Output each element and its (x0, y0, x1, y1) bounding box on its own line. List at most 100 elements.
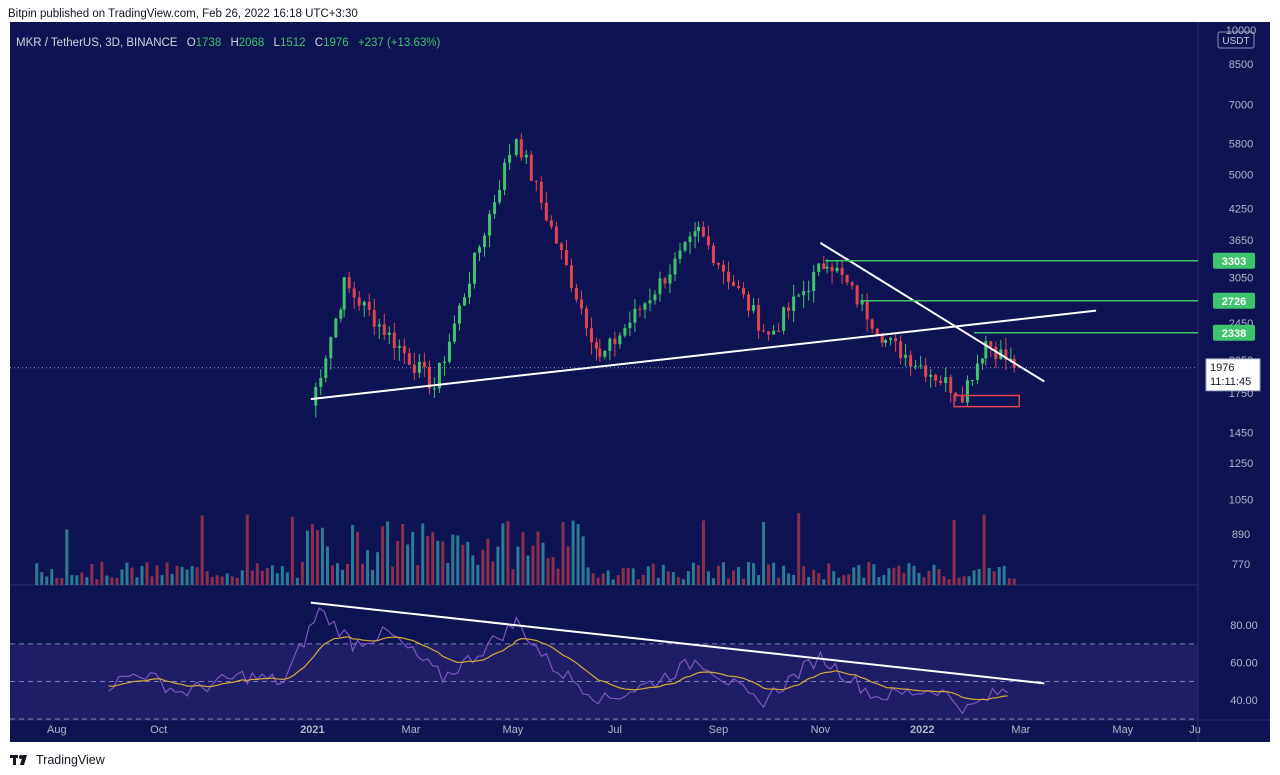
candle-body (584, 308, 588, 329)
volume-bar (616, 575, 620, 585)
time-tick-label: May (1112, 724, 1133, 736)
volume-bar (531, 545, 535, 585)
volume-bar (230, 576, 234, 585)
trendline (310, 309, 1097, 401)
candle-body (603, 350, 607, 357)
volume-bar (55, 577, 59, 585)
level-label: 2338 (1222, 328, 1246, 340)
candle-body (792, 296, 796, 311)
price-tick-label: 3050 (1229, 272, 1253, 284)
candle-body (683, 242, 687, 251)
volume-bar (461, 544, 465, 585)
volume-bar (356, 531, 360, 585)
volume-bar (957, 577, 961, 585)
volume-bar (842, 575, 846, 585)
volume-bar (105, 575, 109, 585)
volume-bar (341, 569, 345, 585)
candle-body (944, 377, 948, 383)
candle-body (503, 162, 507, 190)
volume-bar (551, 557, 555, 585)
candle-body (608, 338, 612, 351)
volume-bar (381, 526, 385, 585)
volume-bar (205, 571, 209, 585)
candle-body (432, 388, 436, 390)
candle-body (752, 305, 756, 311)
candles (314, 133, 1016, 418)
candle-body (688, 236, 692, 243)
footer: TradingView (10, 750, 105, 770)
candle-body (731, 281, 735, 286)
legend-low-label: L (274, 37, 281, 49)
chart-panel[interactable]: USDT MKR / TetherUS, 3D, BINANCE O1738 H… (10, 22, 1270, 742)
candle-body (339, 309, 343, 319)
candle-body (488, 213, 492, 236)
candle-body (845, 274, 849, 283)
volume-bar (777, 577, 781, 585)
chart-canvas[interactable]: USDT MKR / TetherUS, 3D, BINANCE O1738 H… (10, 22, 1270, 742)
tradingview-logo-icon (10, 755, 27, 765)
volume-bar (406, 544, 410, 585)
volume-bar (646, 566, 650, 585)
volume-bar (441, 541, 445, 585)
volume-bar (772, 562, 776, 585)
legend-open: 1738 (196, 37, 222, 49)
volume-bar (361, 563, 365, 585)
candle-body (767, 331, 771, 335)
currency-badge-frame[interactable] (1217, 31, 1255, 49)
volume-bar (436, 541, 440, 585)
volume-bar (155, 565, 159, 585)
candle-body (342, 277, 346, 310)
volume-bar (346, 564, 350, 585)
volume-bar (576, 524, 580, 585)
volume-bar (661, 564, 665, 585)
candle-body (382, 324, 386, 336)
volume-bar (536, 531, 540, 585)
candle-body (554, 226, 558, 244)
volume-bar (757, 575, 761, 585)
volume-bar (215, 575, 219, 585)
candle-body (875, 328, 879, 335)
time-tick-label: Sep (709, 724, 729, 736)
volume-bar (591, 573, 595, 585)
volume-bar (260, 570, 264, 585)
candle-body (880, 334, 884, 343)
volume-bar (476, 565, 480, 585)
volume-bar (285, 572, 289, 585)
volume-bar (376, 552, 380, 585)
volume-bar (812, 569, 816, 585)
candle-body (924, 365, 928, 377)
legend-low: 1512 (280, 37, 306, 49)
rsi-ma-line (108, 636, 1008, 701)
volume-bar (737, 567, 741, 585)
volume-bar (135, 577, 139, 585)
volume-bar (170, 573, 174, 585)
volume-bar (621, 567, 625, 585)
volume-bar (852, 567, 856, 585)
volume-bar (270, 565, 274, 585)
volume-bar (917, 573, 921, 585)
volume-bar (240, 570, 244, 585)
legend-open-label: O (187, 37, 196, 49)
level-label-frame (1213, 324, 1255, 341)
level-label: 2726 (1222, 296, 1246, 308)
volume-bar (1002, 565, 1006, 585)
rsi-tick-label: 80.00 (1230, 620, 1258, 632)
volume-bar (807, 576, 811, 585)
candle-body (473, 252, 477, 284)
volume-bar (797, 513, 801, 585)
volume-bar (792, 574, 796, 585)
price-tick-label: 8500 (1229, 59, 1253, 71)
candle-body (643, 303, 647, 310)
volume-bar (45, 576, 49, 585)
candle-body (613, 338, 617, 345)
currency-badge[interactable]: USDT (1222, 36, 1249, 47)
volume-bar (35, 563, 39, 585)
volume-bar (666, 571, 670, 585)
volume-bar (265, 568, 269, 585)
candle-body (478, 247, 482, 253)
candle-body (367, 301, 371, 310)
candle-body (1004, 349, 1008, 360)
volume-bar (85, 577, 89, 585)
level-label-frame (1213, 252, 1255, 269)
volume-bar (902, 572, 906, 585)
